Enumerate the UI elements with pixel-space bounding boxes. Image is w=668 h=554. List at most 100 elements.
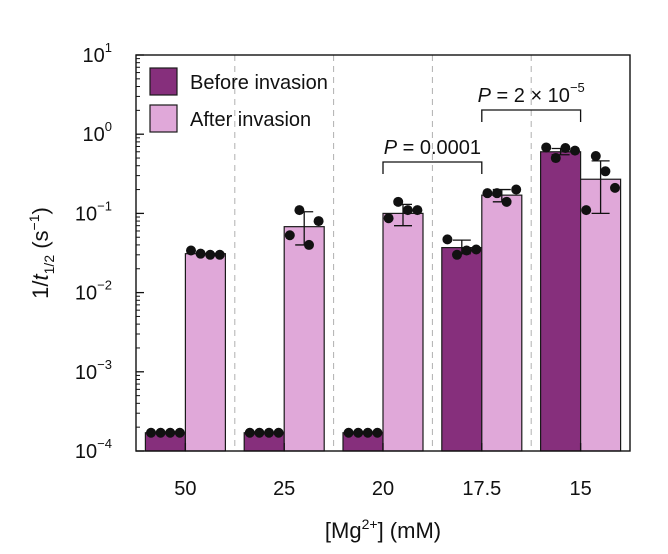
significance-label: P = 2 × 10−5 [478, 80, 585, 107]
data-point [264, 427, 274, 438]
data-point [195, 248, 206, 259]
bar [539, 151, 582, 452]
y-label-sub: 1/2 [41, 255, 57, 275]
bar [441, 246, 483, 452]
y-tick-label: 10−1 [75, 198, 112, 225]
data-point [186, 245, 196, 256]
data-point [501, 196, 512, 207]
y-tick-label: 10−4 [75, 436, 112, 463]
data-point [165, 427, 176, 438]
y-label-main: 1/ [28, 280, 53, 299]
y-tick-base: 10 [75, 441, 97, 463]
data-point [550, 153, 561, 164]
data-point [393, 196, 404, 207]
y-tick-base: 10 [75, 362, 97, 384]
data-point [372, 427, 383, 438]
y-tick-base: 10 [83, 45, 105, 67]
data-point [174, 427, 185, 438]
data-point [541, 142, 552, 153]
x-tick-label: 20 [372, 478, 394, 500]
p-symbol: P [478, 85, 492, 107]
y-tick-exponent: −4 [97, 436, 112, 451]
x-tick-label: 25 [273, 478, 295, 500]
x-label-sup: 2+ [362, 516, 378, 532]
data-point [570, 145, 580, 156]
bar [579, 178, 622, 452]
data-point [452, 249, 462, 260]
y-minor-ticks [136, 58, 140, 428]
data-point [402, 205, 413, 216]
data-point [353, 427, 364, 438]
x-label-close: ] (mM) [378, 518, 442, 543]
y-tick-exponent: 0 [105, 119, 112, 134]
y-tick-base: 10 [83, 124, 105, 146]
y-tick-label: 100 [83, 119, 112, 146]
data-point [146, 427, 156, 438]
y-tick-exponent: 1 [105, 40, 112, 55]
data-point [442, 234, 453, 245]
data-point [244, 427, 255, 438]
y-tick-exponent: −3 [97, 357, 112, 372]
y-tick-exponent: −1 [97, 198, 112, 213]
data-point [343, 427, 354, 438]
bars [144, 151, 622, 452]
y-tick-exponent: −2 [97, 278, 112, 293]
data-point [313, 216, 324, 227]
data-point [590, 151, 601, 162]
bar [481, 194, 523, 452]
data-point [304, 239, 314, 250]
data-point [294, 205, 305, 216]
y-label-unit-sup: −1 [26, 214, 42, 230]
data-points [146, 142, 620, 438]
p-exponent: −5 [570, 80, 585, 95]
y-label-unit-open: (s [28, 230, 53, 254]
data-point [362, 427, 373, 438]
data-point [492, 188, 502, 199]
y-tick-base: 10 [75, 203, 97, 225]
data-point [273, 427, 284, 438]
category-separators [234, 55, 532, 451]
x-label-open: [Mg [325, 518, 362, 543]
y-tick-label: 10−2 [75, 278, 112, 305]
y-tick-base: 10 [75, 283, 97, 305]
y-tick-label: 101 [83, 40, 112, 67]
y-tick-label: 10−3 [75, 357, 112, 384]
y-axis-label: 1/t1/2 (s−1) [26, 207, 57, 299]
y-label-var: t [28, 273, 53, 280]
x-tick-label: 50 [174, 478, 196, 500]
y-label-unit-close: ) [28, 207, 53, 214]
data-point [412, 205, 423, 216]
p-value: = 2 × 10 [491, 85, 570, 107]
data-point [254, 427, 265, 438]
data-point [482, 188, 493, 199]
significance-bracket [382, 161, 483, 174]
legend-label: After invasion [190, 109, 311, 131]
p-value: = 0.0001 [397, 137, 481, 159]
significance-label: P = 0.0001 [384, 137, 481, 159]
data-point [560, 142, 571, 153]
bar [382, 212, 424, 452]
data-point [511, 184, 522, 195]
data-point [214, 249, 225, 260]
p-symbol: P [384, 137, 398, 159]
x-tick-label: 17.5 [462, 478, 501, 500]
significance-bracket [481, 109, 582, 122]
x-tick-label: 15 [569, 478, 591, 500]
data-point [383, 213, 394, 224]
data-point [600, 166, 611, 177]
error-bars [295, 147, 610, 255]
data-point [155, 427, 166, 438]
legend-swatch [149, 104, 178, 133]
bar [184, 253, 226, 452]
data-point [581, 205, 592, 216]
data-point [471, 244, 482, 255]
data-point [610, 182, 620, 193]
bar [283, 226, 325, 452]
x-axis: 50 25 20 17.5 15 [174, 443, 592, 500]
legend-swatch [149, 67, 178, 96]
legend-label: Before invasion [190, 72, 328, 94]
data-point [205, 249, 216, 260]
